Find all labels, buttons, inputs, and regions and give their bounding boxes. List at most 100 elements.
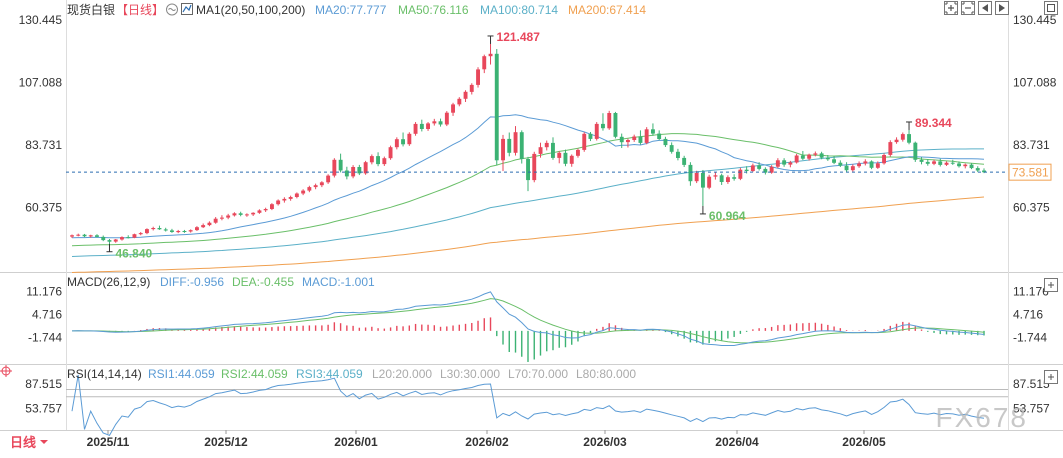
candle-body xyxy=(713,175,718,177)
candle-body xyxy=(88,235,93,237)
candle-body xyxy=(819,153,824,158)
candle xyxy=(407,132,412,146)
candle-body xyxy=(788,162,793,165)
candle-body xyxy=(326,175,331,183)
rsi-settings-icon[interactable] xyxy=(1044,370,1058,384)
candle xyxy=(357,164,362,176)
candle xyxy=(738,167,743,181)
candle-body xyxy=(376,156,380,165)
macd-value: MACD:-1.001 xyxy=(302,275,375,289)
candle-body xyxy=(601,123,605,129)
zoom-out-icon[interactable] xyxy=(961,1,975,15)
candle-body xyxy=(894,139,899,143)
moving-average-lines xyxy=(71,114,985,273)
candle-body xyxy=(657,133,662,139)
candle-body xyxy=(526,159,530,181)
candle xyxy=(288,195,293,201)
candle-body xyxy=(419,123,424,129)
candle-body xyxy=(245,214,249,216)
rsi-l80: L80:80.000 xyxy=(576,367,636,381)
candle xyxy=(794,153,799,164)
current-price-marker: 73.581 xyxy=(66,163,1052,181)
y-tick-label-left: 107.088 xyxy=(19,76,63,90)
candle xyxy=(788,160,793,168)
candle xyxy=(526,156,530,192)
candle xyxy=(925,159,930,166)
candle xyxy=(750,163,755,173)
candle xyxy=(601,113,605,131)
price-annotations: 121.487 89.344 46.840 60.964 xyxy=(106,30,952,261)
candle-body xyxy=(719,175,724,182)
ma20-value: MA20:77.777 xyxy=(315,3,387,17)
candle xyxy=(913,141,918,162)
candle-body xyxy=(607,113,612,129)
fullscreen-icon[interactable] xyxy=(1044,1,1058,15)
candle xyxy=(88,234,93,238)
y-tick-label-left: 83.731 xyxy=(25,138,62,152)
candle xyxy=(563,149,568,167)
candle-body xyxy=(476,69,480,85)
move-right-icon[interactable] xyxy=(995,1,1009,15)
candle-body xyxy=(70,235,74,237)
candle xyxy=(344,166,349,180)
macd-dea-line xyxy=(71,298,985,344)
x-tick-label: 2026/02 xyxy=(465,435,509,449)
candle xyxy=(569,154,574,167)
candle-body xyxy=(532,153,537,181)
candle-body xyxy=(694,172,699,182)
macd-dea: DEA:-0.455 xyxy=(232,275,294,289)
candle-body xyxy=(838,162,843,166)
candle xyxy=(220,215,224,221)
candle xyxy=(863,159,868,166)
candle xyxy=(326,174,331,184)
candle-body xyxy=(488,53,493,57)
candle xyxy=(694,170,699,184)
period-button[interactable]: 日线 xyxy=(10,435,48,450)
ma100-line xyxy=(71,148,984,257)
candle xyxy=(800,150,805,161)
zoom-in-icon[interactable] xyxy=(944,1,958,15)
candle-body xyxy=(394,139,399,148)
candle xyxy=(182,229,187,233)
candle-body xyxy=(769,166,774,173)
ma-toggle-icon[interactable] xyxy=(181,3,193,15)
settings-icon[interactable] xyxy=(166,3,178,16)
candle xyxy=(232,212,237,217)
candle-body xyxy=(163,229,168,231)
candle xyxy=(594,122,599,141)
candle xyxy=(544,140,549,151)
macd-y-tick-right: 11.176 xyxy=(1013,285,1049,299)
candle xyxy=(832,156,836,165)
annotation-label: 89.344 xyxy=(915,116,952,130)
move-left-icon[interactable] xyxy=(978,1,992,15)
macd-settings-icon[interactable] xyxy=(1044,278,1058,292)
candle xyxy=(669,142,674,154)
candle-body xyxy=(213,218,218,223)
candle xyxy=(607,110,612,130)
ma200-line xyxy=(71,196,985,273)
candle-body xyxy=(220,217,224,219)
ma200-value: MA200:67.414 xyxy=(568,3,646,17)
candle xyxy=(488,43,493,65)
candle-body xyxy=(201,225,206,228)
candle-body xyxy=(701,172,705,188)
crosshair-icon[interactable] xyxy=(0,365,12,377)
candle xyxy=(644,127,649,145)
candle-body xyxy=(338,159,343,171)
candle-body xyxy=(501,138,505,161)
candle xyxy=(676,148,680,161)
candle-body xyxy=(369,156,374,163)
rsi2-value: RSI2:44.059 xyxy=(221,367,288,381)
candle-body xyxy=(857,163,861,167)
candle xyxy=(707,174,712,190)
candle xyxy=(245,213,249,217)
candle xyxy=(844,162,849,172)
candle xyxy=(238,211,243,217)
candle xyxy=(963,163,968,169)
candle xyxy=(975,166,980,173)
candle-body xyxy=(188,230,193,232)
candle-body xyxy=(263,209,268,211)
x-tick-label: 2026/01 xyxy=(334,435,378,449)
